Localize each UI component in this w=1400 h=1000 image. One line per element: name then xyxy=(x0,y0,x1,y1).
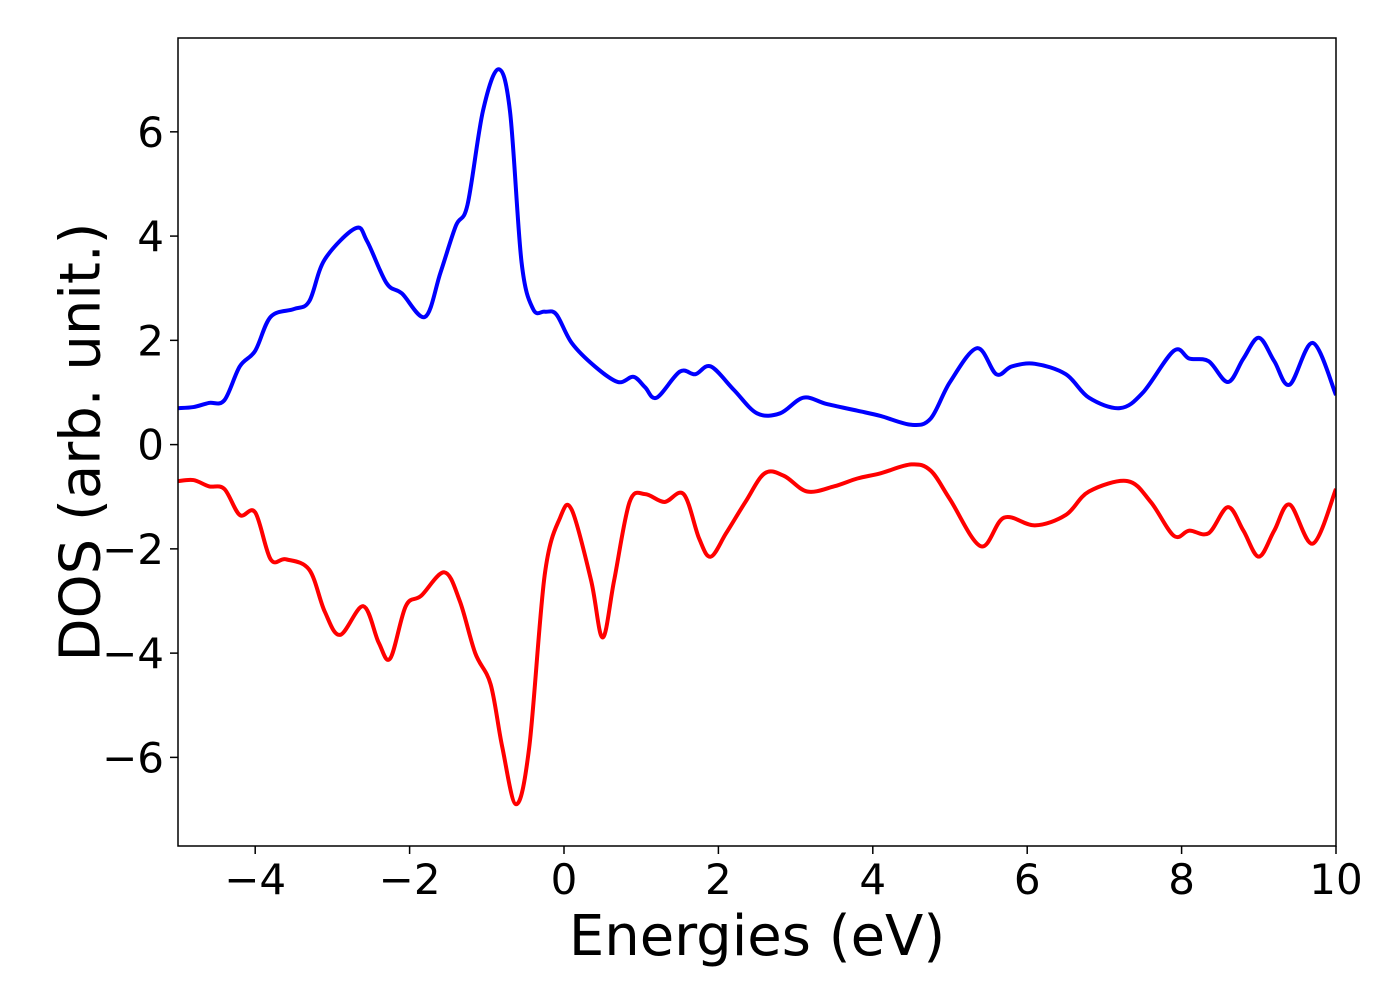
x-tick-label: 8 xyxy=(1168,855,1195,904)
x-axis-label: Energies (eV) xyxy=(569,904,945,969)
y-ticks: 6 4 2 0 −2 −4 −6 xyxy=(102,108,178,782)
y-tick-label: 4 xyxy=(137,212,164,261)
x-tick-label: 2 xyxy=(705,855,732,904)
x-ticks: −4 −2 0 2 4 6 8 10 xyxy=(224,846,1363,904)
dos-series-down xyxy=(178,462,1336,807)
x-tick-label: 10 xyxy=(1309,855,1362,904)
y-tick-label: −2 xyxy=(102,525,164,574)
y-tick-label: −4 xyxy=(102,629,164,678)
y-axis-label: DOS (arb. unit.) xyxy=(49,222,114,661)
x-tick-label: 4 xyxy=(859,855,886,904)
x-tick-label: −2 xyxy=(379,855,441,904)
x-tick-label: 6 xyxy=(1014,855,1041,904)
x-tick-label: 0 xyxy=(551,855,578,904)
y-tick-label: 2 xyxy=(137,316,164,365)
series-layer xyxy=(178,67,1336,807)
y-tick-label: 0 xyxy=(137,421,164,470)
y-tick-label: −6 xyxy=(102,733,164,782)
y-tick-label: 6 xyxy=(137,108,164,157)
plot-frame xyxy=(177,37,1337,847)
dos-series-up xyxy=(178,67,1336,428)
x-tick-label: −4 xyxy=(224,855,286,904)
